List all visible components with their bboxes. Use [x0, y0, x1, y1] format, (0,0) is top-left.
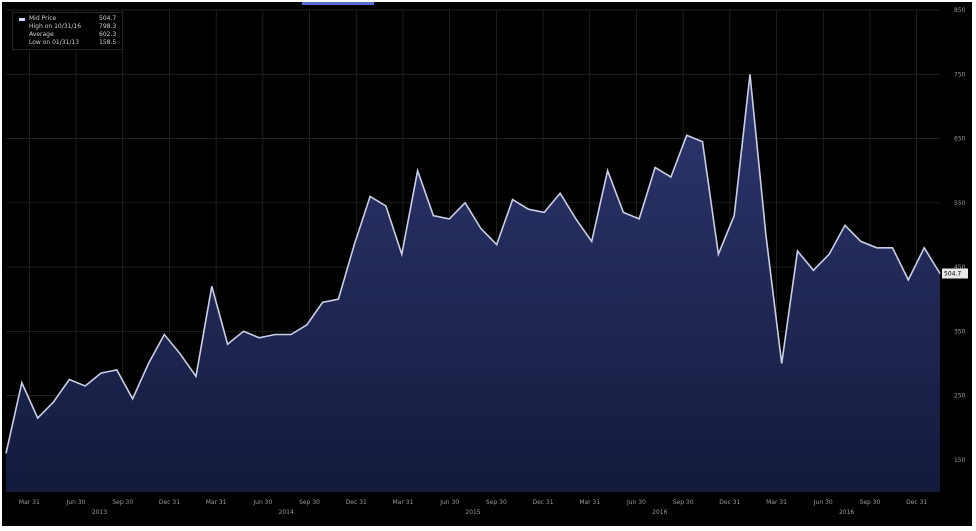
- x-tick-label: Jun 30: [252, 499, 272, 506]
- x-axis-ticks: Mar 31 Jun 30 Sep 30 Dec 31 Mar 31 Jun 30 Sep …: [19, 499, 927, 506]
- x-axis-year-labels: 2013 2014 2015 2016 2016: [92, 509, 855, 516]
- x-year-label: 2013: [92, 509, 107, 516]
- x-tick-label: Dec 31: [346, 499, 367, 506]
- x-tick-label: Jun 30: [66, 499, 86, 506]
- y-tick-label: 450: [954, 264, 966, 271]
- x-tick-label: Jun 30: [626, 499, 646, 506]
- y-axis-ticks: 150 250 350 450 550 650 750 850: [954, 7, 966, 464]
- x-tick-label: Mar 31: [579, 499, 600, 506]
- x-tick-label: Mar 31: [393, 499, 414, 506]
- active-tab-indicator[interactable]: [302, 2, 374, 5]
- x-tick-label: Sep 30: [299, 499, 320, 506]
- x-tick-label: Sep 30: [112, 499, 133, 506]
- series-line: [5, 74, 941, 454]
- bullet-icon: [19, 26, 25, 29]
- legend-label: Low on 01/31/13: [29, 39, 80, 46]
- area-fill: [6, 74, 940, 493]
- legend-value: 602.3: [99, 31, 117, 38]
- x-tick-label: Dec 31: [719, 499, 740, 506]
- y-tick-label: 850: [954, 7, 966, 14]
- y-tick-label: 550: [954, 200, 966, 207]
- legend-label: Average: [29, 31, 54, 38]
- x-tick-label: Mar 31: [19, 499, 40, 506]
- legend-row-high: High on 10/31/16 798.3: [19, 23, 116, 31]
- y-tick-label: 250: [954, 393, 966, 400]
- x-tick-label: Sep 30: [673, 499, 694, 506]
- bullet-icon: [19, 42, 25, 45]
- legend-value: 158.5: [99, 39, 117, 46]
- legend-value: 504.7: [99, 15, 117, 22]
- x-tick-label: Dec 31: [159, 499, 180, 506]
- x-tick-label: Jun 30: [439, 499, 459, 506]
- x-year-label: 2015: [465, 509, 480, 516]
- x-year-label: 2016: [839, 509, 854, 516]
- x-tick-label: Mar 31: [206, 499, 227, 506]
- x-tick-label: Jun 30: [813, 499, 833, 506]
- y-tick-label: 350: [954, 328, 966, 335]
- last-value-text: 504.7: [944, 270, 961, 277]
- x-tick-label: Mar 31: [766, 499, 787, 506]
- x-tick-label: Dec 31: [906, 499, 927, 506]
- legend-value: 798.3: [99, 23, 117, 30]
- legend-row-mid-price: Mid Price 504.7: [19, 15, 116, 23]
- x-year-label: 2016: [652, 509, 667, 516]
- series-swatch-icon: [19, 17, 25, 21]
- legend[interactable]: Mid Price 504.7 High on 10/31/16 798.3 A…: [12, 12, 124, 50]
- last-value-tag: 504.7: [942, 268, 968, 279]
- x-tick-label: Dec 31: [532, 499, 553, 506]
- legend-row-average: Average 602.3: [19, 31, 116, 39]
- x-year-label: 2014: [279, 509, 294, 516]
- y-tick-label: 150: [954, 457, 966, 464]
- bullet-icon: [19, 34, 25, 37]
- legend-row-low: Low on 01/31/13 158.5: [19, 39, 116, 47]
- x-tick-label: Sep 30: [486, 499, 507, 506]
- x-tick-label: Sep 30: [860, 499, 881, 506]
- legend-label: Mid Price: [29, 15, 57, 22]
- legend-label: High on 10/31/16: [29, 23, 82, 30]
- y-tick-label: 750: [954, 71, 966, 78]
- y-tick-label: 650: [954, 136, 966, 143]
